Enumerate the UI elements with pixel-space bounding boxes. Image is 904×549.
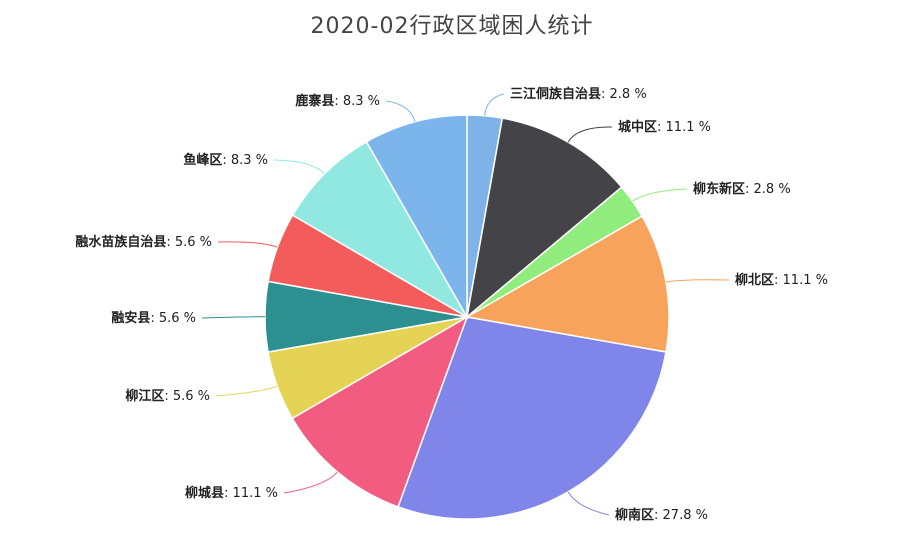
slice-name: 融安县 (111, 310, 150, 326)
slice-data-label: 鱼峰区: 8.3 % (183, 152, 268, 168)
slice-percent: : 27.8 % (654, 508, 708, 523)
label-leader-line (484, 93, 505, 116)
slice-name: 柳城县 (185, 485, 224, 501)
chart-title: 2020-02行政区域困人统计 (310, 14, 594, 39)
slice-name: 三江侗族自治县 (510, 86, 601, 102)
slice-name: 柳江区 (125, 388, 164, 404)
slice-name: 鹿寨县 (295, 93, 334, 109)
slice-percent: : 11.1 % (224, 486, 278, 501)
label-leader-line (632, 188, 688, 202)
slice-name: 鱼峰区 (183, 152, 222, 168)
label-leader-line (215, 385, 278, 397)
slice-percent: : 5.6 % (150, 311, 196, 326)
pie-slices (264, 114, 670, 520)
slice-percent: : 2.8 % (601, 87, 647, 102)
slice-data-label: 城中区: 11.1 % (618, 119, 711, 135)
slice-data-label: 融安县: 5.6 % (111, 310, 196, 326)
slice-name: 城中区 (618, 119, 657, 135)
label-leaders (201, 93, 730, 516)
slice-percent: : 11.1 % (657, 120, 711, 135)
label-leader-line (665, 279, 730, 283)
slice-name: 柳北区 (735, 272, 774, 288)
slice-percent: : 5.6 % (164, 389, 210, 404)
pie-slice[interactable] (365, 114, 468, 320)
pie-slice[interactable] (397, 316, 667, 520)
slice-percent: : 2.8 % (745, 182, 791, 197)
slice-data-label: 柳南区: 27.8 % (615, 507, 708, 523)
pie-slice[interactable] (465, 117, 623, 319)
slice-data-label: 鹿寨县: 8.3 % (295, 93, 380, 109)
slice-data-label: 柳东新区: 2.8 % (693, 181, 791, 197)
pie-slice[interactable] (291, 140, 470, 320)
label-leader-line (283, 471, 338, 494)
slice-percent: : 5.6 % (166, 235, 212, 250)
slice-percent: : 11.1 % (774, 273, 828, 288)
label-leader-line (217, 241, 278, 248)
slice-name: 融水苗族自治县 (75, 234, 166, 250)
label-leader-line (567, 491, 610, 516)
slice-data-label: 融水苗族自治县: 5.6 % (75, 234, 212, 250)
slice-name: 柳南区 (615, 507, 654, 523)
slice-data-label: 柳城县: 11.1 % (185, 485, 278, 501)
slice-percent: : 8.3 % (222, 153, 268, 168)
slice-data-label: 三江侗族自治县: 2.8 % (510, 86, 647, 102)
label-leader-line (567, 126, 613, 143)
label-leader-line (273, 159, 326, 174)
slice-data-label: 柳江区: 5.6 % (125, 388, 210, 404)
label-leader-line (201, 316, 266, 319)
data-labels: 三江侗族自治县: 2.8 %城中区: 11.1 %柳东新区: 2.8 %柳北区:… (75, 86, 828, 523)
slice-percent: : 8.3 % (334, 94, 380, 109)
label-leader-line (385, 100, 416, 122)
slice-data-label: 柳北区: 11.1 % (735, 272, 828, 288)
slice-name: 柳东新区 (693, 181, 745, 197)
